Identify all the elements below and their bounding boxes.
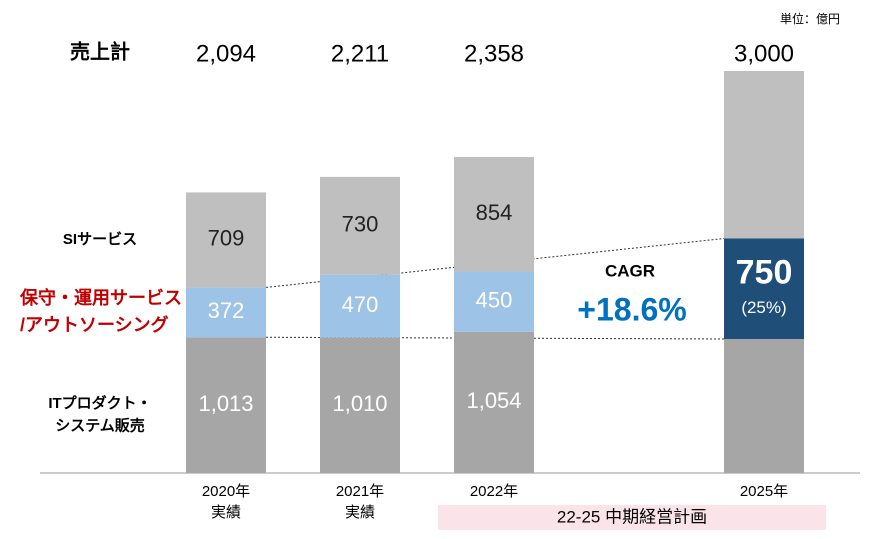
legend-label: ITプロダクト・システム販売 <box>48 394 151 435</box>
total-label: 3,000 <box>734 40 794 67</box>
bar-segment <box>454 271 534 332</box>
total-label: 2,094 <box>196 40 256 67</box>
value-label: 1,054 <box>466 388 521 413</box>
legend-label: SIサービス <box>63 231 137 248</box>
total-label: 2,211 <box>331 40 389 67</box>
value-label: 450 <box>476 287 513 312</box>
value-label: 1,010 <box>332 391 387 416</box>
value-label: 1,013 <box>198 391 253 416</box>
unit-label: 単位：億円 <box>780 11 840 26</box>
bar-segment <box>724 71 804 239</box>
x-tick-label: 2025年 <box>740 483 788 500</box>
bar-segment <box>186 287 266 338</box>
x-tick-label: 2021年 <box>336 483 384 500</box>
cagr-value: +18.6% <box>577 291 686 327</box>
cagr-label: CAGR <box>605 261 655 280</box>
legend-label: 保守・運用サービス/アウトソーシング <box>19 287 182 335</box>
plan-band <box>438 505 826 530</box>
total-label: 2,358 <box>464 40 524 67</box>
bar-segment <box>724 339 804 473</box>
bar-segment <box>320 337 400 473</box>
bar-segment <box>454 157 534 272</box>
bar-segment <box>186 192 266 288</box>
value-label: 730 <box>342 212 379 237</box>
bar-segment <box>320 176 400 275</box>
bar-segment <box>454 331 534 473</box>
value-label: 854 <box>476 200 513 225</box>
value-label: 470 <box>342 292 379 317</box>
x-tick-note: 実績 <box>345 504 375 521</box>
x-tick-label: 2022年 <box>470 483 518 500</box>
x-tick-note: 実績 <box>211 504 241 521</box>
bar-segment <box>724 238 804 339</box>
bar-segment <box>320 274 400 338</box>
value-label: 372 <box>208 298 245 323</box>
total-title: 売上計 <box>70 39 130 63</box>
value-label: 750 <box>736 254 793 292</box>
value-label: 709 <box>208 226 245 251</box>
bar-segment <box>186 337 266 473</box>
x-tick-label: 2020年 <box>202 483 250 500</box>
plan-label: 22-25 中期経営計画 <box>557 507 707 526</box>
share-label: (25%) <box>741 298 786 317</box>
